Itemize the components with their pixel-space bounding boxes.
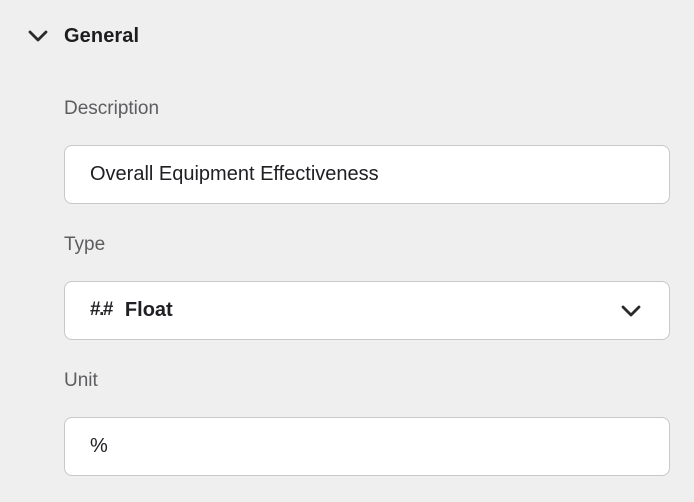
description-field-group: Description (64, 97, 670, 204)
type-select[interactable]: #.# Float (64, 281, 670, 340)
unit-input[interactable] (64, 417, 670, 476)
section-general-toggle[interactable]: General (0, 24, 694, 48)
chevron-down-icon (621, 305, 641, 316)
unit-field-group: Unit (64, 369, 670, 476)
section-title: General (64, 24, 140, 47)
type-label: Type (64, 234, 106, 255)
unit-label: Unit (64, 370, 98, 391)
type-select-value: Float (124, 299, 173, 321)
section-general-content: Description Type #.# Float Unit (0, 97, 694, 476)
float-type-icon: #.# (90, 299, 113, 320)
description-input[interactable] (64, 145, 670, 204)
chevron-down-icon[interactable] (28, 30, 48, 42)
type-field-group: Type #.# Float (64, 233, 670, 340)
description-label: Description (64, 98, 160, 119)
